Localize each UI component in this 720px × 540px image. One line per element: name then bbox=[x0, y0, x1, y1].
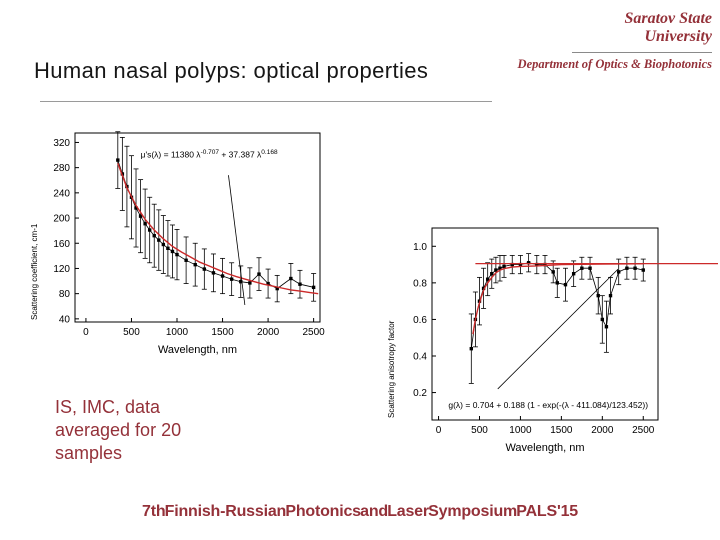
svg-text:0: 0 bbox=[83, 327, 89, 338]
svg-text:Wavelength, nm: Wavelength, nm bbox=[158, 344, 237, 356]
note-line: averaged for 20 bbox=[55, 420, 182, 440]
svg-text:0: 0 bbox=[436, 425, 442, 436]
department-name: Department of Optics & Biophotonics bbox=[517, 57, 712, 71]
svg-text:500: 500 bbox=[471, 425, 488, 436]
svg-text:g(λ) = 0.704 + 0.188 (1 - exp(: g(λ) = 0.704 + 0.188 (1 - exp(-(λ - 411.… bbox=[448, 400, 648, 410]
svg-text:Scattering anisotropy factor: Scattering anisotropy factor bbox=[387, 320, 396, 418]
svg-text:40: 40 bbox=[59, 314, 71, 325]
svg-text:1500: 1500 bbox=[211, 327, 234, 338]
svg-text:2000: 2000 bbox=[257, 327, 280, 338]
svg-text:500: 500 bbox=[123, 327, 140, 338]
svg-text:Wavelength, nm: Wavelength, nm bbox=[505, 442, 584, 454]
svg-text:2000: 2000 bbox=[591, 425, 614, 436]
slide-title: Human nasal polyps: optical properties bbox=[34, 58, 429, 83]
university-line1: Saratov State bbox=[624, 10, 712, 27]
svg-text:0.8: 0.8 bbox=[413, 278, 427, 289]
note-line: IS, IMC, data bbox=[55, 397, 161, 417]
svg-text:2500: 2500 bbox=[302, 327, 325, 338]
university-line2: University bbox=[644, 28, 712, 45]
svg-text:280: 280 bbox=[53, 163, 70, 174]
anisotropy-factor-chart: 0 500 1000 1500 2000 2500 0.2 0.4 0.6 0.8 1.0 Wavel… bbox=[385, 218, 718, 463]
scattering-coefficient-chart: 0 500 1000 1500 2000 2500 40 80 120 160 200 240 280 3… bbox=[28, 122, 338, 367]
svg-text:160: 160 bbox=[53, 239, 70, 250]
svg-text:Scattering coefficient, cm-1: Scattering coefficient, cm-1 bbox=[30, 223, 39, 320]
svg-text:120: 120 bbox=[53, 264, 70, 275]
svg-text:2500: 2500 bbox=[632, 425, 655, 436]
svg-text:0.6: 0.6 bbox=[413, 315, 427, 326]
svg-text:200: 200 bbox=[53, 214, 70, 225]
svg-text:0.4: 0.4 bbox=[413, 352, 427, 363]
svg-text:320: 320 bbox=[53, 138, 70, 149]
svg-text:μ's(λ) = 11380 λ-0.707 + 37.38: μ's(λ) = 11380 λ-0.707 + 37.387 λ0.168 bbox=[141, 149, 278, 160]
svg-text:1000: 1000 bbox=[509, 425, 532, 436]
svg-text:240: 240 bbox=[53, 188, 70, 199]
header-divider bbox=[572, 52, 712, 53]
note-text: IS, IMC, data averaged for 20 samples bbox=[55, 396, 181, 465]
footer-conference: 7th Finnish-Russian Photonics and Laser … bbox=[142, 503, 578, 520]
svg-text:1.0: 1.0 bbox=[413, 242, 427, 253]
svg-text:1500: 1500 bbox=[550, 425, 573, 436]
svg-text:80: 80 bbox=[59, 289, 71, 300]
title-underline bbox=[40, 101, 492, 102]
note-line: samples bbox=[55, 443, 123, 463]
svg-text:1000: 1000 bbox=[166, 327, 189, 338]
university-name: Saratov State University bbox=[624, 10, 712, 46]
svg-text:0.2: 0.2 bbox=[413, 388, 427, 399]
